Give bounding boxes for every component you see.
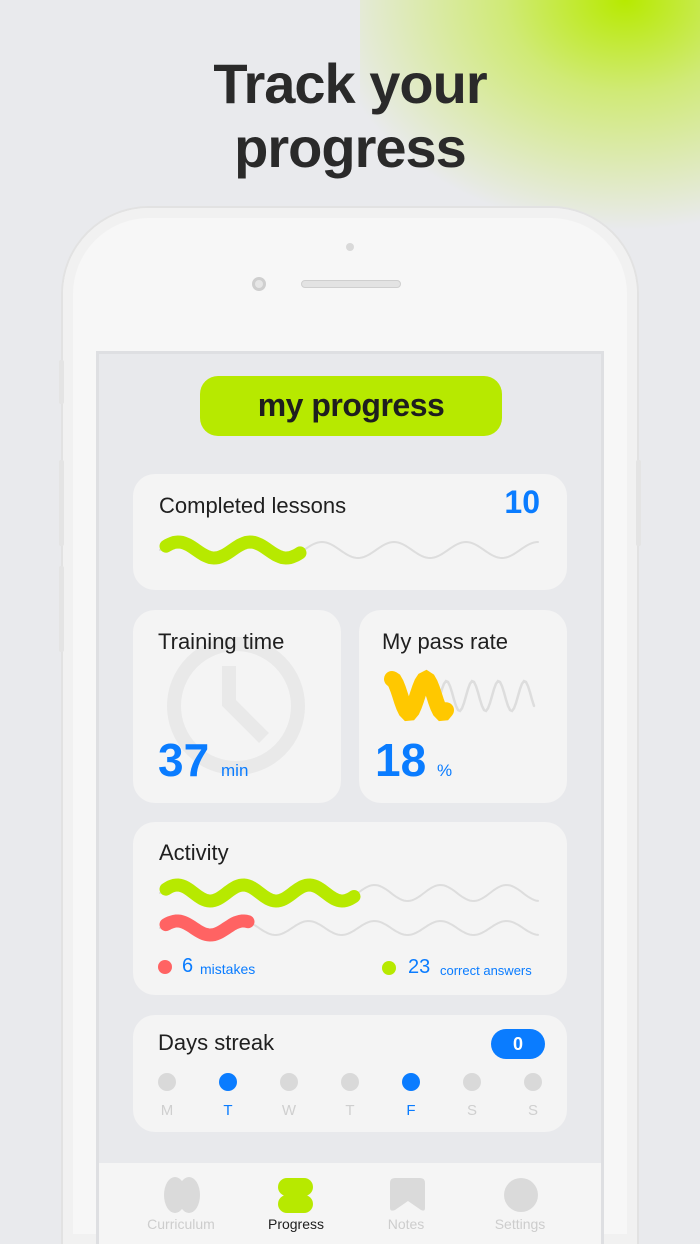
day-label: S xyxy=(466,1102,477,1119)
training-time-value: 37 xyxy=(158,734,210,786)
completed-lessons-label: Completed lessons xyxy=(159,493,347,518)
pass-rate-progress xyxy=(384,669,454,722)
day-label: T xyxy=(345,1102,355,1119)
pass-rate-value: 18 xyxy=(375,734,427,786)
days-streak-label: Days streak xyxy=(158,1030,275,1055)
front-camera xyxy=(252,277,266,291)
day-label: M xyxy=(160,1102,174,1119)
power-button xyxy=(636,460,641,546)
day-dot xyxy=(402,1073,420,1091)
day-label: F xyxy=(406,1102,416,1119)
headline-line1: Track your xyxy=(213,52,487,115)
mute-switch xyxy=(59,360,64,404)
screen-title: my progress xyxy=(200,376,502,436)
completed-lessons-card[interactable] xyxy=(133,474,567,590)
day-dot xyxy=(158,1073,176,1091)
day-dot xyxy=(341,1073,359,1091)
activity-label: Activity xyxy=(159,840,229,865)
training-time-unit: min xyxy=(221,761,249,780)
mistakes-progress xyxy=(159,914,255,942)
mistakes-dot xyxy=(158,960,172,974)
lessons-progress xyxy=(159,535,307,565)
correct-dot xyxy=(382,961,396,975)
day-dot xyxy=(524,1073,542,1091)
pass-rate-label: My pass rate xyxy=(382,629,508,654)
streak-count-badge: 0 xyxy=(491,1029,545,1059)
speaker xyxy=(301,280,401,288)
tab-curriculum[interactable]: Curriculum xyxy=(147,1216,215,1232)
mistakes-label: mistakes xyxy=(200,961,256,977)
day-dot xyxy=(219,1073,237,1091)
training-time-label: Training time xyxy=(158,629,285,654)
day-label: W xyxy=(281,1102,297,1119)
headline-line2: progress xyxy=(234,116,467,179)
day-dot xyxy=(280,1073,298,1091)
clock-icon xyxy=(167,637,305,775)
activity-card[interactable] xyxy=(133,822,567,995)
pass-rate-track xyxy=(438,679,536,713)
tab-settings[interactable]: Settings xyxy=(494,1216,546,1232)
completed-lessons-value: 10 xyxy=(504,484,540,520)
correct-label: correct answers xyxy=(440,963,532,978)
volume-up-button xyxy=(59,460,64,546)
headline: Track your progress xyxy=(0,52,700,180)
day-label: S xyxy=(527,1102,538,1119)
volume-down-button xyxy=(59,566,64,652)
pass-rate-unit: % xyxy=(437,761,453,780)
day-dot xyxy=(463,1073,481,1091)
correct-value: 23 xyxy=(408,956,431,978)
mistakes-value: 6 xyxy=(182,955,194,977)
correct-progress xyxy=(159,878,361,908)
sensor xyxy=(346,243,354,251)
day-label: T xyxy=(223,1102,233,1119)
tab-notes[interactable]: Notes xyxy=(387,1216,425,1232)
tab-progress[interactable]: Progress xyxy=(267,1216,325,1232)
